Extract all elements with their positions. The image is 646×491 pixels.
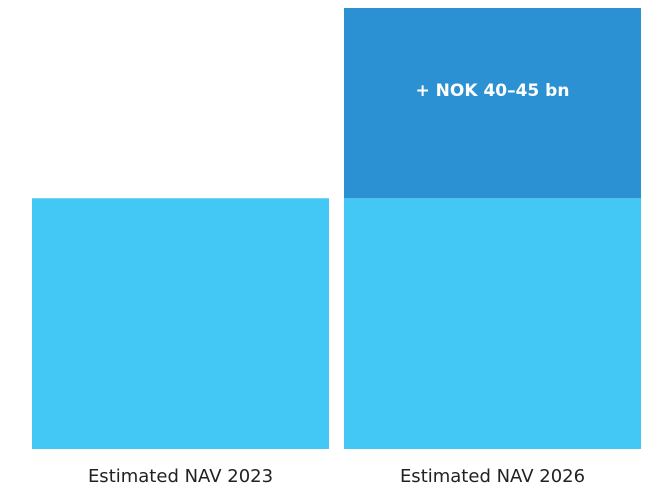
annotation: + NOK 40–45 bn <box>416 81 570 101</box>
bar-segment <box>344 198 641 449</box>
bar-segment <box>32 198 329 449</box>
x-tick-label: Estimated NAV 2023 <box>88 466 273 487</box>
bar-segment <box>344 8 641 199</box>
x-tick-label: Estimated NAV 2026 <box>400 466 585 487</box>
